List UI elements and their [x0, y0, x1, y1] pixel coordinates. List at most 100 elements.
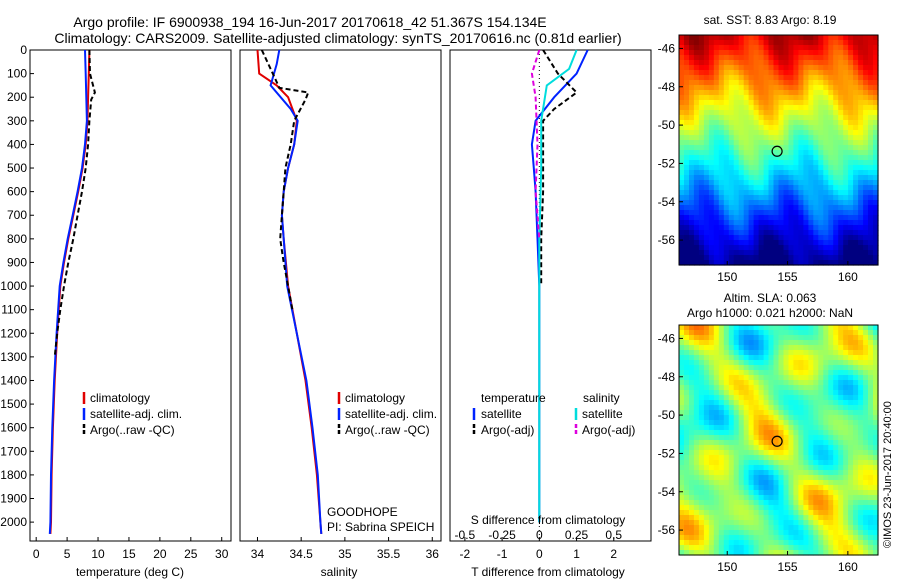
map-cell	[723, 120, 730, 126]
map-cell	[693, 330, 700, 336]
map-cell	[808, 140, 814, 146]
map-cell	[833, 395, 839, 401]
y-tick-label: -52	[658, 156, 676, 170]
map-cell	[679, 145, 685, 151]
map-cell	[718, 490, 725, 496]
map-cell	[698, 140, 705, 146]
map-cell	[703, 50, 710, 56]
map-cell	[713, 335, 720, 341]
map-cell	[873, 375, 879, 381]
map-cell	[748, 100, 755, 106]
map-cell	[718, 515, 725, 521]
map-cell	[743, 450, 750, 456]
map-cell	[703, 245, 710, 251]
map-cell	[788, 545, 795, 551]
map-cell	[763, 185, 770, 191]
map-cell	[733, 430, 740, 436]
map-cell	[828, 395, 834, 401]
map-cell	[753, 75, 760, 81]
map-cell	[693, 180, 700, 186]
map-cell	[684, 175, 690, 181]
map-cell	[713, 140, 720, 146]
map-cell	[853, 40, 859, 46]
map-cell	[848, 120, 854, 126]
map-cell	[798, 100, 804, 106]
map-cell	[793, 65, 799, 71]
map-cell	[723, 230, 730, 236]
map-cell	[693, 70, 700, 76]
map-cell	[868, 405, 874, 411]
map-cell	[793, 230, 799, 236]
map-cell	[773, 100, 780, 106]
map-cell	[753, 185, 760, 191]
map-cell	[748, 520, 755, 526]
map-cell	[813, 175, 819, 181]
map-cell	[758, 405, 765, 411]
map-cell	[713, 185, 720, 191]
map-cell	[768, 110, 775, 116]
map-cell	[718, 85, 725, 91]
map-cell	[793, 410, 799, 416]
map-cell	[679, 490, 685, 496]
map-cell	[703, 160, 710, 166]
map-cell	[788, 425, 795, 431]
map-cell	[693, 525, 700, 531]
map-cell	[679, 335, 685, 341]
map-cell	[763, 425, 770, 431]
map-cell	[853, 255, 859, 261]
map-cell	[728, 145, 735, 151]
map-cell	[848, 550, 854, 556]
map-cell	[723, 110, 730, 116]
map-cell	[723, 255, 730, 261]
map-cell	[768, 220, 775, 226]
map-cell	[763, 235, 770, 241]
map-cell	[708, 100, 715, 106]
map-cell	[758, 60, 765, 66]
map-cell	[853, 500, 859, 506]
y-tick-label: 1600	[0, 421, 27, 435]
map-cell	[828, 370, 834, 376]
map-cell	[743, 380, 750, 386]
map-cell	[808, 85, 814, 91]
map-cell	[808, 335, 814, 341]
map-cell	[783, 185, 790, 191]
map-cell	[698, 205, 705, 211]
map-cell	[853, 395, 859, 401]
map-cell	[753, 420, 760, 426]
map-cell	[733, 360, 740, 366]
map-cell	[763, 245, 770, 251]
map-cell	[748, 200, 755, 206]
map-cell	[753, 405, 760, 411]
map-cell	[763, 385, 770, 391]
map-cell	[768, 135, 775, 141]
map-cell	[713, 90, 720, 96]
map-cell	[828, 145, 834, 151]
map-cell	[733, 400, 740, 406]
map-cell	[858, 50, 864, 56]
map-cell	[833, 470, 839, 476]
map-cell	[698, 180, 705, 186]
map-cell	[763, 410, 770, 416]
map-cell	[703, 140, 710, 146]
map-cell	[743, 520, 750, 526]
map-cell	[684, 70, 690, 76]
map-cell	[813, 100, 819, 106]
map-cell	[843, 455, 849, 461]
map-cell	[833, 325, 839, 331]
map-cell	[698, 410, 705, 416]
map-cell	[803, 140, 809, 146]
map-cell	[853, 60, 859, 66]
map-cell	[723, 135, 730, 141]
map-cell	[778, 365, 785, 371]
map-cell	[708, 260, 715, 266]
map-cell	[798, 60, 804, 66]
map-cell	[733, 440, 740, 446]
map-cell	[838, 425, 844, 431]
map-cell	[793, 205, 799, 211]
map-cell	[703, 195, 710, 201]
map-cell	[788, 255, 795, 261]
map-cell	[838, 330, 844, 336]
map-cell	[818, 385, 824, 391]
map-cell	[793, 190, 799, 196]
